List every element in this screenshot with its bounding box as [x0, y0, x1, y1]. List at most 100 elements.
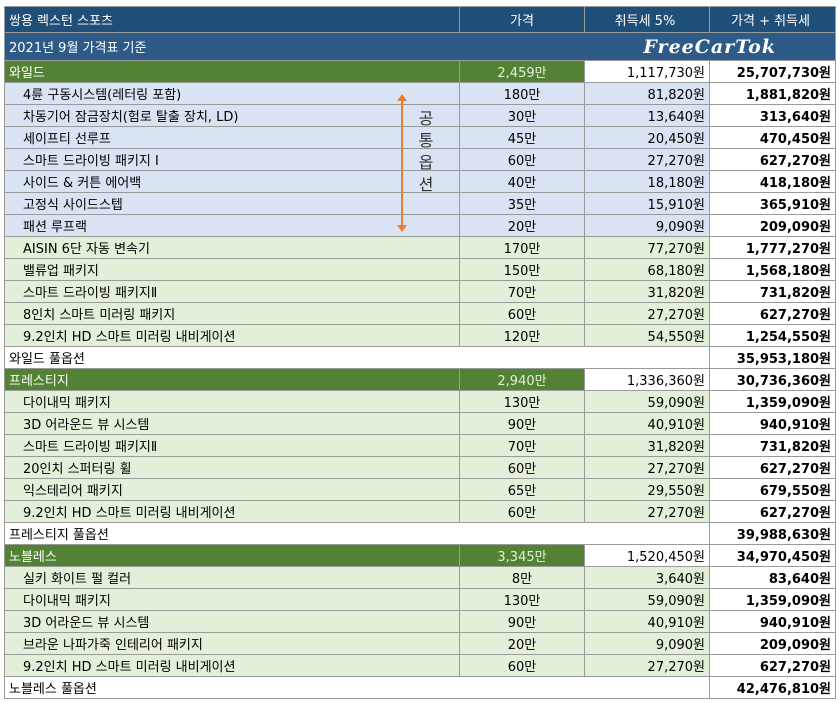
- total-cell: 1,359,090원: [710, 391, 836, 412]
- full-option-label: 노블레스 풀옵션: [4, 677, 710, 698]
- total-cell: 940,910원: [710, 413, 836, 434]
- price-cell: 40만: [460, 171, 585, 192]
- tax-cell: 15,910원: [585, 193, 710, 214]
- price-cell: 90만: [460, 413, 585, 434]
- option-name: 9.2인치 HD 스마트 미러링 내비게이션: [4, 501, 460, 522]
- price-cell: 8만: [460, 567, 585, 588]
- option-row: 3D 어라운드 뷰 시스템 90만 40,910원 940,910원: [4, 413, 836, 435]
- price-date-label: 2021년 9월 가격표 기준: [4, 33, 836, 60]
- option-name: 9.2인치 HD 스마트 미러링 내비게이션: [4, 325, 460, 346]
- price-cell: 60만: [460, 655, 585, 676]
- option-row: 스마트 드라이빙 패키지Ⅱ 70만 31,820원 731,820원: [4, 281, 836, 303]
- price-cell: 130만: [460, 391, 585, 412]
- tax-cell: 59,090원: [585, 391, 710, 412]
- total-cell: 365,910원: [710, 193, 836, 214]
- price-table: 쌍용 렉스턴 스포츠 가격 취득세 5% 가격 + 취득세 2021년 9월 가…: [4, 6, 836, 699]
- total-cell: 470,450원: [710, 127, 836, 148]
- option-row: 다이내믹 패키지 130만 59,090원 1,359,090원: [4, 589, 836, 611]
- price-cell: 65만: [460, 479, 585, 500]
- option-row: 차동기어 잠금장치(험로 탈출 장치, LD) 30만 13,640원 313,640…: [4, 105, 836, 127]
- option-row: 브라운 나파가죽 인테리어 패키지 20만 9,090원 209,090원: [4, 633, 836, 655]
- option-row: 스마트 드라이빙 패키지 I 60만 27,270원 627,270원: [4, 149, 836, 171]
- total-cell: 1,881,820원: [710, 83, 836, 104]
- option-name: 익스테리어 패키지: [4, 479, 460, 500]
- tax-cell: 29,550원: [585, 479, 710, 500]
- price-cell: 2,940만: [460, 369, 585, 390]
- price-cell: 30만: [460, 105, 585, 126]
- tax-cell: 1,117,730원: [585, 61, 710, 82]
- total-cell: 627,270원: [710, 457, 836, 478]
- price-cell: 35만: [460, 193, 585, 214]
- tax-cell: 1,520,450원: [585, 545, 710, 566]
- option-row: 실키 화이트 펄 컬러 8만 3,640원 83,640원: [4, 567, 836, 589]
- tax-cell: 27,270원: [585, 501, 710, 522]
- option-name: 실키 화이트 펄 컬러: [4, 567, 460, 588]
- total-cell: 83,640원: [710, 567, 836, 588]
- tax-cell: 81,820원: [585, 83, 710, 104]
- option-name: 브라운 나파가죽 인테리어 패키지: [4, 633, 460, 654]
- option-row: AISIN 6단 자동 변속기 170만 77,270원 1,777,270원: [4, 237, 836, 259]
- tax-cell: 77,270원: [585, 237, 710, 258]
- full-option-total: 42,476,810원: [710, 677, 836, 698]
- option-name: 고정식 사이드스텝: [4, 193, 460, 214]
- tax-cell: 31,820원: [585, 435, 710, 456]
- trim-row: 노블레스 3,345만 1,520,450원 34,970,450원: [4, 545, 836, 567]
- tax-cell: 27,270원: [585, 149, 710, 170]
- option-name: 9.2인치 HD 스마트 미러링 내비게이션: [4, 655, 460, 676]
- tax-cell: 20,450원: [585, 127, 710, 148]
- option-row: 4륜 구동시스템(레터링 포함) 180만 81,820원 1,881,820원: [4, 83, 836, 105]
- tax-cell: 59,090원: [585, 589, 710, 610]
- price-cell: 120만: [460, 325, 585, 346]
- option-name: 스마트 드라이빙 패키지Ⅱ: [4, 435, 460, 456]
- trim-row: 와일드 2,459만 1,117,730원 25,707,730원: [4, 61, 836, 83]
- price-cell: 150만: [460, 259, 585, 280]
- price-cell: 20만: [460, 215, 585, 236]
- option-row: 9.2인치 HD 스마트 미러링 내비게이션 60만 27,270원 627,270원: [4, 501, 836, 523]
- full-option-total: 39,988,630원: [710, 523, 836, 544]
- total-cell: 679,550원: [710, 479, 836, 500]
- total-cell: 209,090원: [710, 633, 836, 654]
- option-row: 9.2인치 HD 스마트 미러링 내비게이션 60만 27,270원 627,270원: [4, 655, 836, 677]
- price-cell: 70만: [460, 281, 585, 302]
- option-name: 스마트 드라이빙 패키지 I: [4, 149, 460, 170]
- full-option-label: 와일드 풀옵션: [4, 347, 710, 368]
- price-cell: 2,459만: [460, 61, 585, 82]
- option-name: AISIN 6단 자동 변속기: [4, 237, 460, 258]
- option-row: 사이드 & 커튼 에어백 40만 18,180원 418,180원: [4, 171, 836, 193]
- total-cell: 25,707,730원: [710, 61, 836, 82]
- price-cell: 60만: [460, 457, 585, 478]
- total-cell: 34,970,450원: [710, 545, 836, 566]
- option-name: 4륜 구동시스템(레터링 포함): [4, 83, 460, 104]
- header-tax: 취득세 5%: [585, 7, 710, 32]
- freecartok-logo: FreeCarTok: [643, 36, 776, 58]
- option-name: 8인치 스마트 미러링 패키지: [4, 303, 460, 324]
- tax-cell: 40,910원: [585, 611, 710, 632]
- common-options-marker: 공통옵션: [394, 94, 444, 234]
- total-cell: 627,270원: [710, 149, 836, 170]
- option-row: 다이내믹 패키지 130만 59,090원 1,359,090원: [4, 391, 836, 413]
- tax-cell: 27,270원: [585, 303, 710, 324]
- price-cell: 45만: [460, 127, 585, 148]
- option-name: 다이내믹 패키지: [4, 391, 460, 412]
- full-option-row: 와일드 풀옵션 35,953,180원: [4, 347, 836, 369]
- total-cell: 731,820원: [710, 281, 836, 302]
- option-name: 20인치 스퍼터링 휠: [4, 457, 460, 478]
- tax-cell: 13,640원: [585, 105, 710, 126]
- option-row: 세이프티 선루프 45만 20,450원 470,450원: [4, 127, 836, 149]
- tax-cell: 1,336,360원: [585, 369, 710, 390]
- option-row: 9.2인치 HD 스마트 미러링 내비게이션 120만 54,550원 1,254,5…: [4, 325, 836, 347]
- total-cell: 1,777,270원: [710, 237, 836, 258]
- option-name: 밸류업 패키지: [4, 259, 460, 280]
- tax-cell: 40,910원: [585, 413, 710, 434]
- header-total: 가격 + 취득세: [710, 7, 836, 32]
- total-cell: 627,270원: [710, 655, 836, 676]
- full-option-label: 프레스티지 풀옵션: [4, 523, 710, 544]
- option-name: 다이내믹 패키지: [4, 589, 460, 610]
- option-name: 패션 루프랙: [4, 215, 460, 236]
- option-row: 8인치 스마트 미러링 패키지 60만 27,270원 627,270원: [4, 303, 836, 325]
- option-name: 세이프티 선루프: [4, 127, 460, 148]
- option-name: 사이드 & 커튼 에어백: [4, 171, 460, 192]
- option-row: 3D 어라운드 뷰 시스템 90만 40,910원 940,910원: [4, 611, 836, 633]
- full-option-row: 노블레스 풀옵션 42,476,810원: [4, 677, 836, 699]
- table-body: 와일드 2,459만 1,117,730원 25,707,730원 4륜 구동시스템(레…: [4, 61, 836, 699]
